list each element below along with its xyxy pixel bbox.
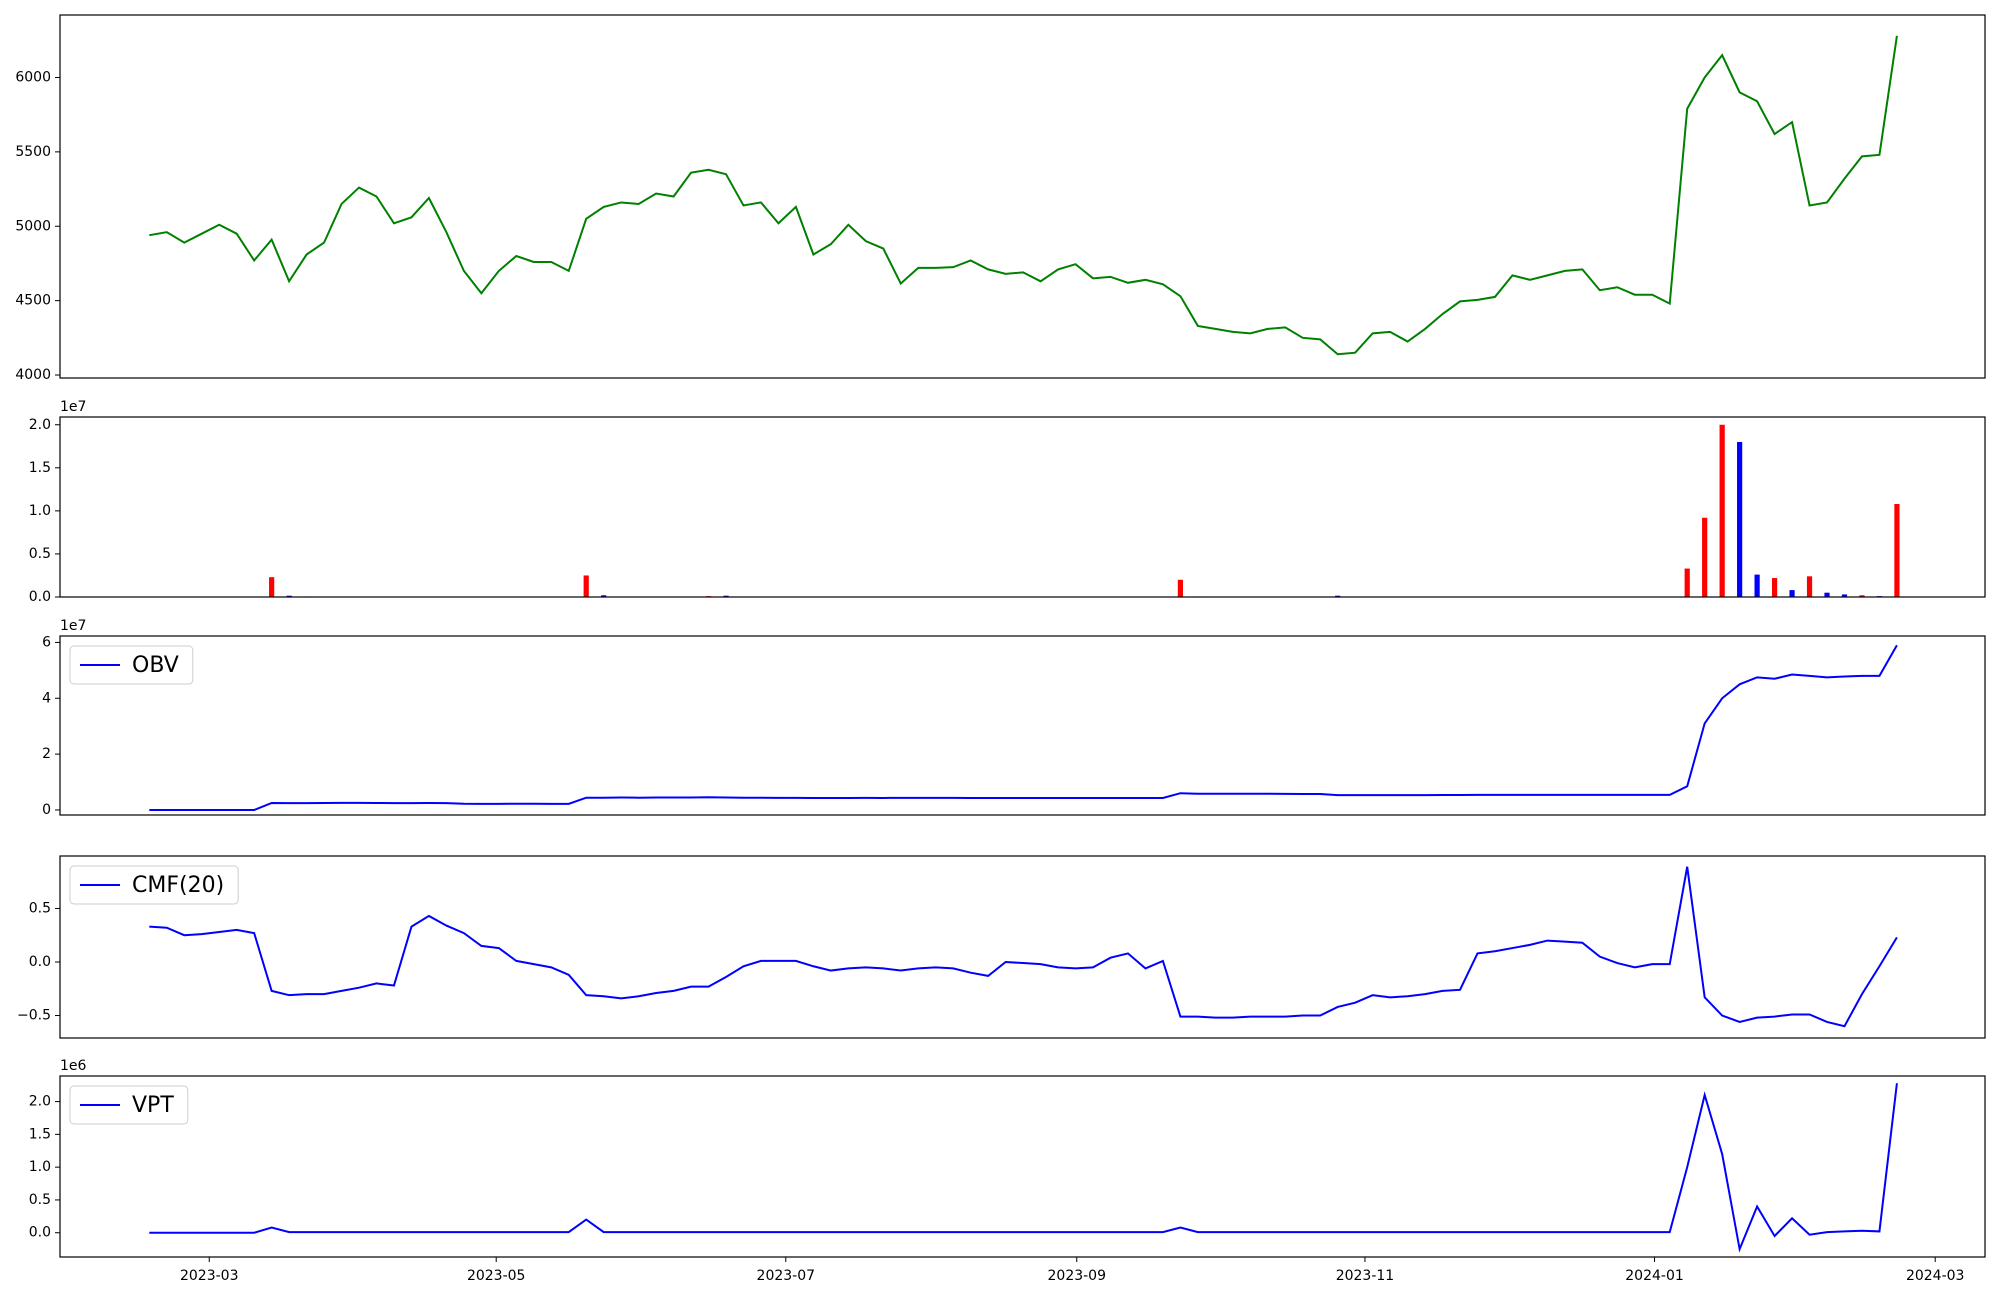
axis-offset: 1e7 <box>60 618 86 634</box>
y-tick-label: 5000 <box>15 218 51 234</box>
panel-frame <box>59 855 1986 1039</box>
y-tick-label: 1.0 <box>29 503 51 519</box>
legend-box <box>69 645 194 685</box>
x-tick-label: 2024-01 <box>1625 1268 1684 1284</box>
bar <box>601 595 607 597</box>
bar <box>583 575 589 597</box>
bar <box>1702 517 1708 597</box>
y-tick-label: 0.5 <box>29 546 51 562</box>
bar <box>1737 441 1743 597</box>
bar <box>1806 576 1813 597</box>
y-tick-label: 0.5 <box>29 900 51 916</box>
panel-frame <box>59 1075 1986 1258</box>
y-tick-label: 6000 <box>15 69 51 85</box>
bar <box>1719 424 1725 597</box>
bar <box>1177 579 1183 597</box>
line <box>149 1083 1898 1253</box>
bar <box>1894 503 1900 597</box>
x-tick-label: 2024-03 <box>1906 1268 1965 1284</box>
axis-offset: 1e6 <box>60 1058 87 1074</box>
legend-label: OBV <box>132 653 179 678</box>
y-tick-label: 1.5 <box>29 1126 51 1142</box>
y-tick-label: 0 <box>42 802 51 818</box>
bar <box>723 595 729 597</box>
x-tick-label: 2023-03 <box>180 1268 239 1284</box>
bar <box>1824 592 1830 597</box>
panel-frame <box>59 14 1986 379</box>
bar <box>1771 578 1778 597</box>
x-tick-label: 2023-07 <box>757 1268 816 1284</box>
y-tick-label: −0.5 <box>17 1008 51 1024</box>
x-tick-label: 2023-09 <box>1048 1268 1107 1284</box>
bar <box>1841 594 1848 597</box>
y-tick-label: 6 <box>42 634 51 650</box>
panel-frame <box>59 635 1986 816</box>
y-tick-label: 0.0 <box>29 589 51 605</box>
y-tick-label: 1.5 <box>29 460 51 476</box>
y-tick-label: 0.0 <box>29 954 51 970</box>
bar <box>1335 595 1341 597</box>
bar <box>1754 574 1760 597</box>
y-tick-label: 2 <box>42 746 51 762</box>
bar <box>1859 595 1865 597</box>
panel-frame <box>59 416 1986 598</box>
y-tick-label: 4000 <box>15 367 51 383</box>
y-tick-label: 1.0 <box>29 1159 51 1175</box>
y-tick-label: 4 <box>42 690 51 706</box>
legend-label: CMF(20) <box>132 873 224 898</box>
y-tick-label: 5500 <box>15 144 51 160</box>
x-tick-label: 2023-11 <box>1336 1268 1395 1284</box>
line <box>149 644 1898 811</box>
bar <box>269 577 275 597</box>
legend-box <box>69 865 239 905</box>
bar <box>1684 568 1690 597</box>
y-tick-label: 0.0 <box>29 1225 51 1241</box>
bar <box>286 595 292 597</box>
line <box>149 866 1898 1028</box>
bar <box>1789 590 1795 597</box>
x-tick-label: 2023-05 <box>467 1268 526 1284</box>
y-tick-label: 2.0 <box>29 417 51 433</box>
legend-box <box>69 1085 189 1125</box>
y-tick-label: 4500 <box>15 293 51 309</box>
legend-label: VPT <box>132 1093 174 1118</box>
y-tick-label: 0.5 <box>29 1192 51 1208</box>
line <box>149 35 1898 356</box>
axis-offset: 1e7 <box>60 399 86 415</box>
y-tick-label: 2.0 <box>29 1094 51 1110</box>
